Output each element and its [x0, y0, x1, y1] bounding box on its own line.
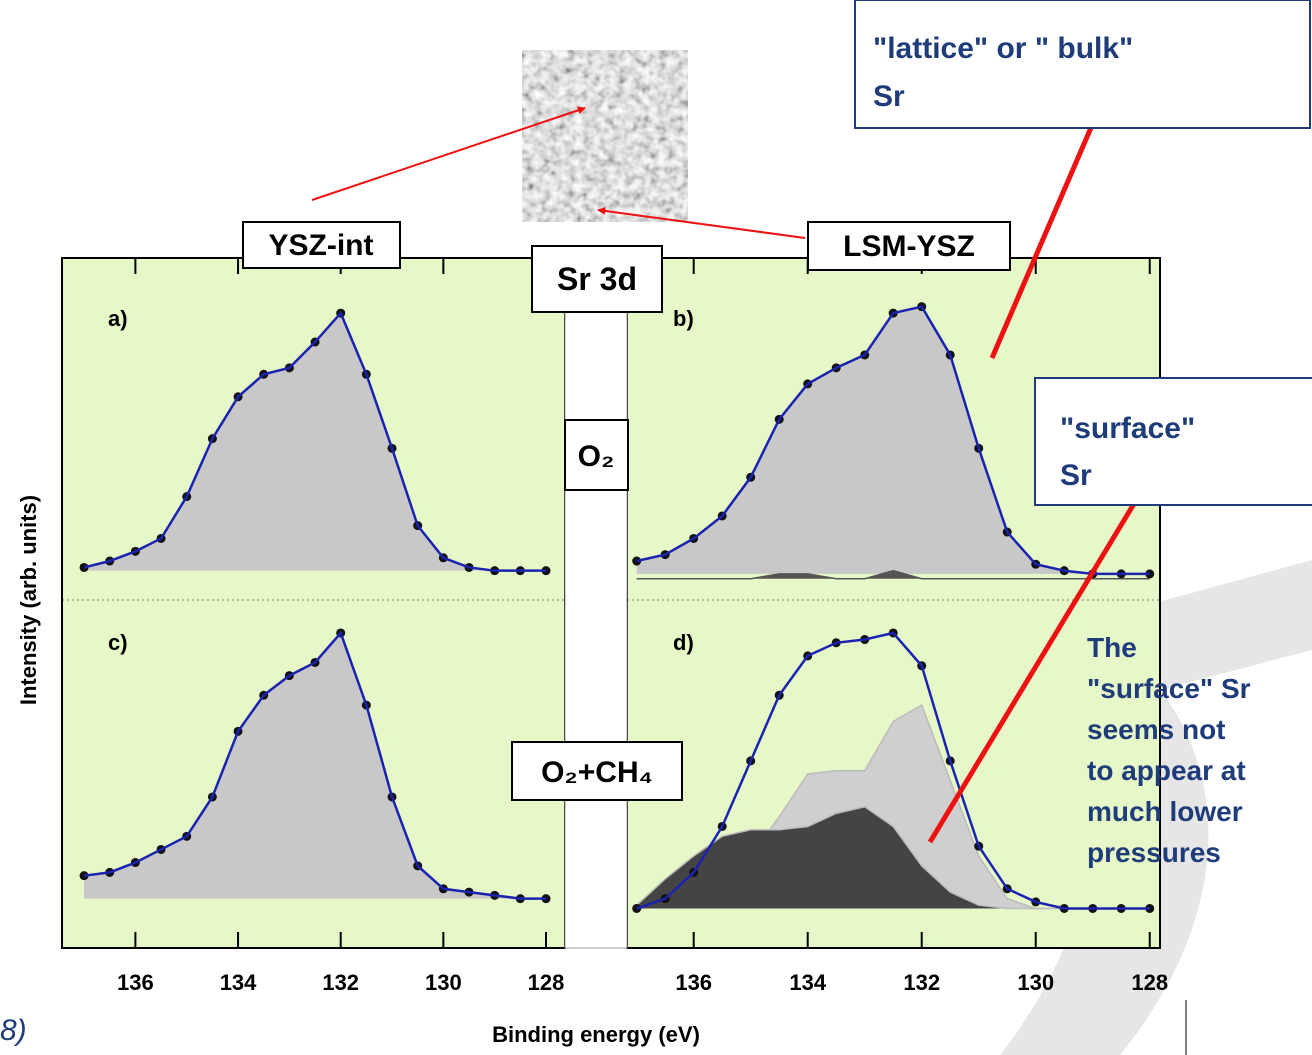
- x-tick-label: 132: [322, 970, 359, 995]
- sample-label: LSM-YSZ: [843, 230, 975, 263]
- x-tick-label: 136: [117, 970, 154, 995]
- fit-line: [83, 630, 547, 900]
- panel-label: c): [108, 630, 128, 655]
- x-axis-label: Binding energy (eV): [492, 1022, 700, 1047]
- component-outline: [636, 569, 1150, 580]
- label-box: [511, 741, 683, 801]
- core-level-label: Sr 3d: [557, 261, 637, 297]
- panel-label: a): [108, 306, 128, 331]
- x-tick-label: 130: [425, 970, 462, 995]
- label-box: [242, 221, 401, 269]
- area: [84, 313, 547, 571]
- panel-label: b): [673, 306, 694, 331]
- arrow: [311, 106, 586, 201]
- box-text: Sr: [873, 80, 905, 113]
- fit-line: [83, 310, 547, 572]
- label-box: [564, 419, 629, 491]
- text-box: [1034, 377, 1312, 506]
- note-line: pressures: [1087, 837, 1221, 868]
- note-line: The: [1087, 632, 1137, 663]
- note-line: to appear at: [1087, 755, 1246, 786]
- corner-text: 8): [0, 1014, 27, 1047]
- label-box: [531, 245, 663, 313]
- y-axis-label: Intensity (arb. units): [16, 495, 41, 705]
- area: [636, 806, 1150, 909]
- center-column: [564, 257, 628, 949]
- x-tick-label: 128: [1131, 970, 1168, 995]
- fit-line: [636, 305, 1150, 576]
- note-line: seems not: [1087, 714, 1226, 745]
- box-text: "surface": [1060, 412, 1195, 445]
- arrow: [927, 441, 1173, 844]
- condition-label: O₂: [578, 440, 615, 473]
- plots: a) b) c) 136 134 132 130 128 d) 136 134 132 130 128: [61, 257, 1168, 995]
- area: [84, 632, 547, 899]
- x-tick-label: 132: [903, 970, 940, 995]
- fit-line: [636, 631, 1150, 910]
- box-text: Sr: [1060, 459, 1092, 492]
- note-line: "surface" Sr: [1087, 673, 1251, 704]
- x-tick-label: 134: [220, 970, 257, 995]
- x-tick-label: 134: [789, 970, 826, 995]
- micrograph: [521, 49, 689, 223]
- x-tick-label: 136: [675, 970, 712, 995]
- text-box: [854, 0, 1311, 129]
- arrow: [989, 85, 1112, 359]
- area: [636, 306, 1150, 574]
- condition-label: O₂+CH₄: [541, 756, 653, 789]
- note: The "surface" Sr seems not to appear at much…: [1087, 632, 1251, 868]
- slide-decoration: [1120, 650, 1312, 1055]
- panel-label: d): [673, 630, 694, 655]
- x-tick-label: 128: [528, 970, 565, 995]
- label-box: [807, 221, 1011, 271]
- box-text: "lattice" or " bulk": [873, 32, 1133, 65]
- sample-label: YSZ-int: [269, 229, 374, 262]
- arrow: [597, 207, 806, 239]
- note-line: much lower: [1087, 796, 1243, 827]
- x-tick-label: 130: [1017, 970, 1054, 995]
